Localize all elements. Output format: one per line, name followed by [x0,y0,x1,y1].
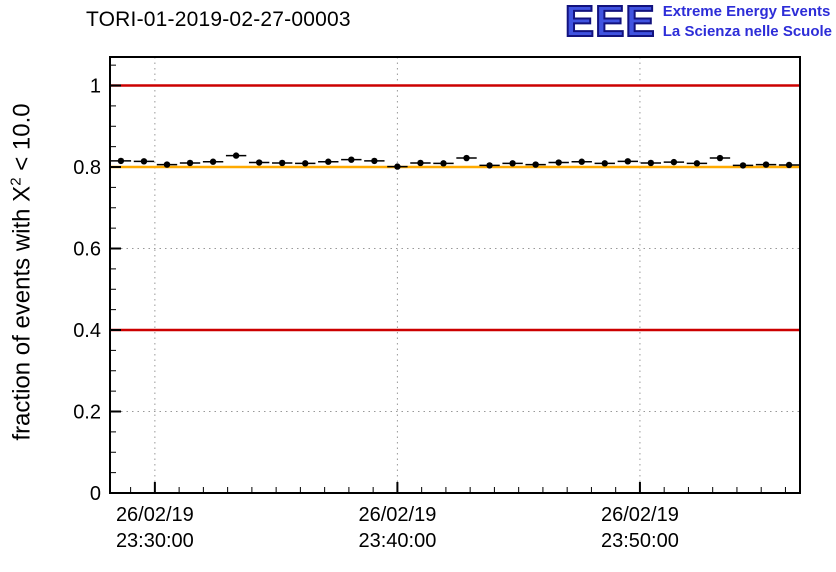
data-point [348,156,355,163]
plot-frame [109,56,801,494]
eee-logo-text: Extreme Energy Events La Scienza nelle S… [663,2,832,42]
data-point [785,161,793,169]
y-tick-label: 1 [90,76,101,98]
eee-logo-line2: La Scienza nelle Scuole [662,23,832,40]
data-point [232,152,240,159]
y-tick-label: 0.6 [73,239,101,261]
x-tick-date-label: 26/02/19 [116,504,194,526]
data-point [532,161,539,168]
data-point [555,159,562,166]
y-tick-label: 0.8 [73,157,101,179]
data-point [255,159,263,166]
data-point [325,158,332,165]
data-point [716,154,724,162]
data-point [371,157,378,165]
x-tick-date-label: 26/02/19 [358,504,436,526]
data-point [394,163,401,170]
y-tick-label: 0 [90,483,101,505]
data-point [117,157,125,165]
y-tick-label: 0.2 [73,402,101,424]
data-point [509,160,516,167]
data-point [163,161,171,168]
data-point [624,158,632,165]
data-point [486,162,493,169]
data-point [601,160,608,167]
x-tick-date-label: 26/02/19 [601,504,679,526]
data-point [739,162,747,169]
x-tick-time-label: 23:40:00 [358,530,436,552]
eee-logo-line1: Extreme Energy Events [662,3,831,20]
data-point [278,159,286,167]
eee-logo-acronym: EEE [564,0,656,46]
data-point [302,160,309,167]
x-tick-time-label: 23:50:00 [601,530,679,552]
data-point [440,160,447,167]
data-point [186,159,194,167]
y-tick-label: 0.4 [73,320,101,342]
data-point [140,158,148,165]
eee-logo: EEE Extreme Energy Events La Scienza nel… [564,0,832,46]
data-point [647,159,655,167]
data-point [762,161,770,168]
data-point [693,160,701,167]
data-point [670,158,678,166]
data-point [209,158,217,165]
x-tick-time-label: 23:30:00 [116,530,194,552]
data-point [578,158,585,165]
data-point [463,154,470,162]
data-point [417,159,424,167]
run-title: TORI-01-2019-02-27-00003 [86,8,351,31]
